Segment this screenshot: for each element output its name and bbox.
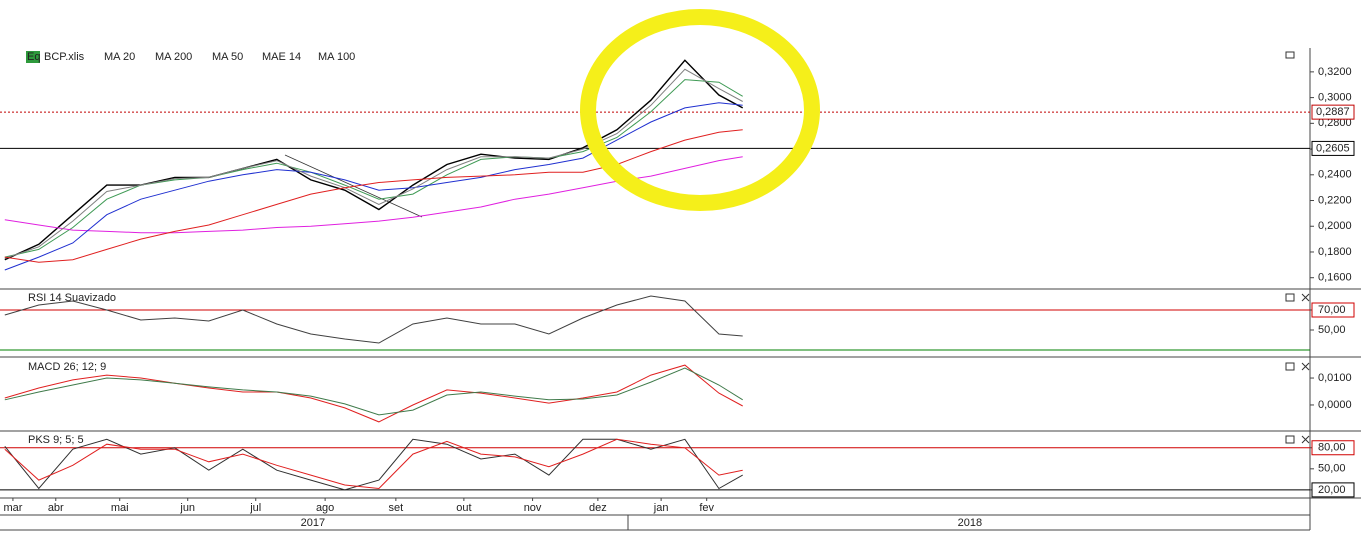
maximize-button[interactable] — [1285, 435, 1295, 444]
legend-entry: MA 200 — [155, 51, 192, 63]
series-line — [4, 59, 744, 261]
close-button[interactable] — [1301, 435, 1310, 444]
x-tick-label: mar — [3, 502, 22, 514]
legend-entry: MA 20 — [104, 51, 135, 63]
series-line — [4, 364, 743, 423]
y-tick-label: 20,00 — [1318, 484, 1346, 496]
y-tick-label: 50,00 — [1318, 324, 1346, 336]
eq-icon — [26, 51, 40, 63]
series-line — [4, 438, 743, 491]
tick-box — [1311, 482, 1355, 498]
tick-box — [1311, 302, 1355, 318]
legend-entry: MA 100 — [318, 51, 355, 63]
close-button[interactable] — [1301, 293, 1310, 302]
x-tick-label: fev — [699, 502, 714, 514]
price-label: 0,2605 — [1316, 142, 1350, 154]
series-line — [4, 367, 743, 416]
y-tick-label: 0,2200 — [1318, 194, 1352, 206]
legend-entry: MA 50 — [212, 51, 243, 63]
x-tick-label: jun — [179, 502, 195, 514]
panel-title: RSI 14 Suavizado — [28, 292, 116, 304]
y-tick-label: 0,0000 — [1318, 399, 1352, 411]
series-line — [4, 295, 743, 344]
maximize-button[interactable] — [1285, 293, 1295, 302]
price-box — [1311, 104, 1355, 120]
layout — [0, 48, 1361, 531]
panel-title: PKS 9; 5; 5 — [28, 434, 84, 446]
y-tick-label: 0,2400 — [1318, 169, 1352, 181]
tick-box — [1311, 440, 1355, 456]
y-tick-label: 0,3200 — [1318, 66, 1352, 78]
close-button[interactable] — [1301, 362, 1310, 371]
price-box — [1311, 140, 1355, 156]
y-tick-label: 0,2000 — [1318, 220, 1352, 232]
x-tick-label: set — [389, 502, 404, 514]
series-line — [4, 68, 743, 259]
y-tick-label: 70,00 — [1318, 304, 1346, 316]
legend-entry: BCP.xlis — [44, 51, 85, 63]
y-tick-label: 80,00 — [1318, 442, 1346, 454]
x-tick-label: out — [456, 502, 471, 514]
y-tick-label: 0,3000 — [1318, 92, 1352, 104]
year-label: 2017 — [301, 517, 325, 529]
maximize-button[interactable] — [1285, 362, 1295, 371]
highlight-circle — [580, 9, 820, 211]
series-line — [4, 102, 743, 271]
x-tick-label: mai — [111, 502, 129, 514]
y-tick-label: 0,1600 — [1318, 272, 1352, 284]
x-tick-label: abr — [48, 502, 64, 514]
legend-entry: MAE 14 — [262, 51, 301, 63]
x-tick-label: jan — [653, 502, 669, 514]
series-line — [4, 79, 743, 258]
panel-title: MACD 26; 12; 9 — [28, 361, 106, 373]
x-tick-label: nov — [524, 502, 542, 514]
panel-icon[interactable] — [1285, 51, 1295, 59]
year-label: 2018 — [958, 517, 982, 529]
series-line — [4, 438, 743, 490]
y-tick-label: 0,0100 — [1318, 372, 1352, 384]
series-line — [4, 129, 743, 263]
y-tick-label: 0,1800 — [1318, 246, 1352, 258]
x-tick-label: ago — [316, 502, 334, 514]
x-tick-label: jul — [249, 502, 261, 514]
x-tick-label: dez — [589, 502, 607, 514]
price-label: 0,2887 — [1316, 106, 1350, 118]
eq-icon-label: Eq — [27, 51, 40, 63]
y-tick-label: 50,00 — [1318, 463, 1346, 475]
y-tick-label: 0,2800 — [1318, 117, 1352, 129]
